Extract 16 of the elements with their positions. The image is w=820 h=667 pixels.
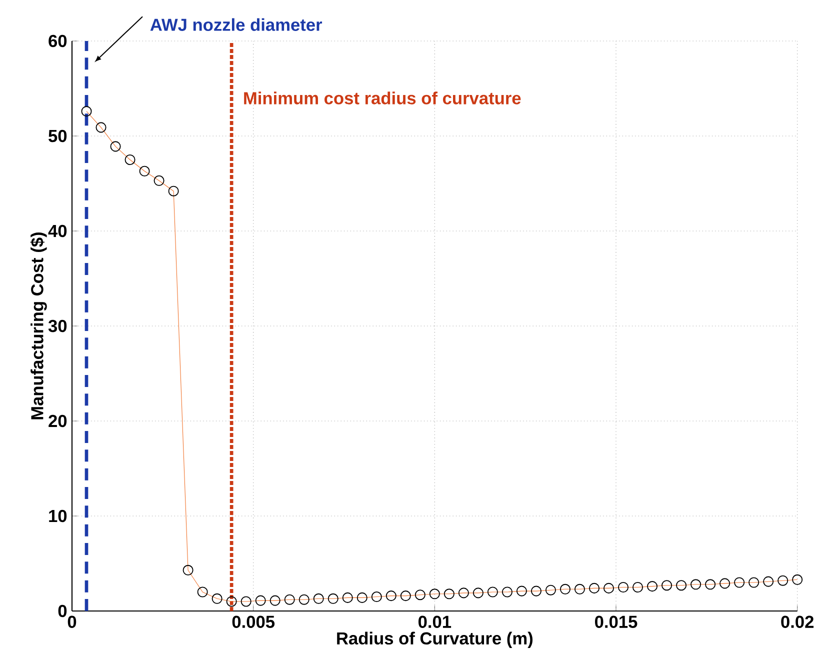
ref-line-label: Minimum cost radius of curvature [244,92,521,104]
x-axis-title: Radius of Curvature (m) [337,632,533,648]
y-tick-label: 50 [48,130,67,142]
x-tick-label: 0.01 [418,616,452,628]
x-tick-label: 0.02 [781,616,814,628]
y-axis-title: Manufacturing Cost ($) [30,232,47,420]
x-tick-label: 0.005 [232,616,275,628]
y-tick-label: 0 [58,604,67,618]
y-tick-label: 40 [48,224,67,238]
x-tick-label: 0.015 [595,616,638,628]
ref-line-label: AWJ nozzle diameter [150,18,322,31]
y-tick-label: 30 [48,320,67,332]
x-tick-label: 0 [68,616,76,628]
y-tick-label: 60 [48,34,67,48]
y-tick-label: 20 [48,414,67,428]
y-tick-label: 10 [49,510,67,522]
